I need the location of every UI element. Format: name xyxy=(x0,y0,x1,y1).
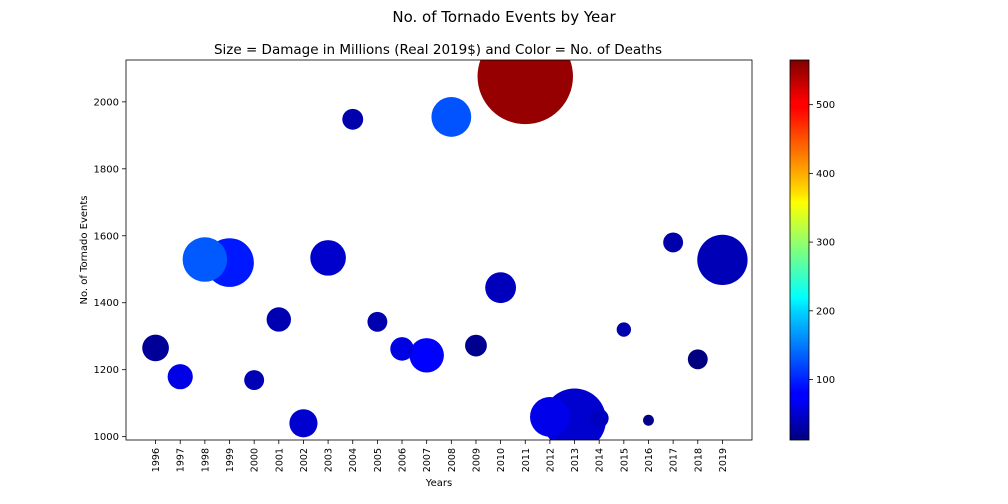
bubble-1998 xyxy=(182,237,228,282)
bubble-2009 xyxy=(465,334,487,357)
x-tick-label-2003: 2003 xyxy=(324,448,335,472)
x-tick-label-2013: 2013 xyxy=(570,448,581,472)
colorbar-tick-label-500: 500 xyxy=(816,100,835,111)
y-tick-label-1400: 1400 xyxy=(94,298,119,309)
y-tick-label-1000: 1000 xyxy=(94,432,119,443)
x-tick-label-2015: 2015 xyxy=(619,448,630,472)
bubble-2002 xyxy=(289,409,318,438)
x-axis-label: Years xyxy=(425,478,452,489)
bubble-2012 xyxy=(530,397,570,437)
colorbar-axis: 100 200 300 400 500 xyxy=(809,100,835,386)
bubble-2019 xyxy=(697,234,748,286)
y-tick-label-1600: 1600 xyxy=(94,231,119,242)
x-tick-label-2018: 2018 xyxy=(693,448,704,472)
x-tick-label-1998: 1998 xyxy=(200,448,211,472)
bubble-2016 xyxy=(643,414,654,426)
x-tick-label-2019: 2019 xyxy=(718,448,729,472)
bubble-layer xyxy=(142,60,748,440)
bubble-2001 xyxy=(266,307,291,332)
x-axis: 1996 1997 1998 1999 2000 2001 2002 2003 2004 2005… xyxy=(151,440,729,472)
bubble-2007 xyxy=(409,338,444,373)
x-tick-label-2014: 2014 xyxy=(595,448,606,472)
bubble-1997 xyxy=(167,364,193,390)
x-tick-label-2012: 2012 xyxy=(545,448,556,472)
y-tick-label-1200: 1200 xyxy=(94,365,119,376)
colorbar-tick-label-200: 200 xyxy=(816,306,835,317)
bubble-2004 xyxy=(342,108,364,130)
x-tick-label-1999: 1999 xyxy=(225,448,236,472)
bubble-2006 xyxy=(390,337,414,361)
bubble-1996 xyxy=(142,334,169,362)
bubble-2015 xyxy=(616,322,632,337)
x-tick-label-2000: 2000 xyxy=(250,448,261,472)
x-tick-label-2005: 2005 xyxy=(373,448,384,472)
y-axis-label: No. of Tornado Events xyxy=(79,195,90,304)
chart-subtitle: Size = Damage in Millions (Real 2019$) a… xyxy=(214,42,662,58)
x-tick-label-1997: 1997 xyxy=(176,448,187,472)
x-tick-label-2016: 2016 xyxy=(644,448,655,472)
x-tick-label-2002: 2002 xyxy=(299,448,310,472)
x-tick-label-2010: 2010 xyxy=(496,448,507,472)
x-tick-label-2007: 2007 xyxy=(422,448,433,472)
y-axis: 1000 1200 1400 1600 1800 2000 xyxy=(94,97,126,443)
x-tick-label-2008: 2008 xyxy=(447,448,458,472)
colorbar-tick-label-300: 300 xyxy=(816,238,835,249)
x-tick-label-2011: 2011 xyxy=(521,448,532,472)
bubble-2008 xyxy=(431,97,472,137)
bubble-2005 xyxy=(367,311,388,332)
x-tick-label-1996: 1996 xyxy=(151,448,162,472)
bubble-2017 xyxy=(663,232,684,253)
bubble-2010 xyxy=(485,272,517,304)
bubble-2014 xyxy=(589,408,609,428)
bubble-2018 xyxy=(687,349,708,370)
x-tick-label-2004: 2004 xyxy=(348,448,359,472)
y-tick-label-2000: 2000 xyxy=(94,97,119,108)
x-tick-label-2006: 2006 xyxy=(398,448,409,472)
x-tick-label-2001: 2001 xyxy=(274,448,285,472)
x-tick-label-2009: 2009 xyxy=(471,448,482,472)
colorbar-tick-label-400: 400 xyxy=(816,169,835,180)
colorbar-tick-label-100: 100 xyxy=(816,375,835,386)
plot-frame xyxy=(125,59,753,441)
bubble-2011 xyxy=(477,60,573,125)
chart-title: No. of Tornado Events by Year xyxy=(392,8,616,26)
colorbar xyxy=(789,59,810,441)
x-tick-label-2017: 2017 xyxy=(669,448,680,472)
y-tick-label-1800: 1800 xyxy=(94,164,119,175)
bubble-2000 xyxy=(244,370,265,391)
bubble-2003 xyxy=(310,240,346,276)
